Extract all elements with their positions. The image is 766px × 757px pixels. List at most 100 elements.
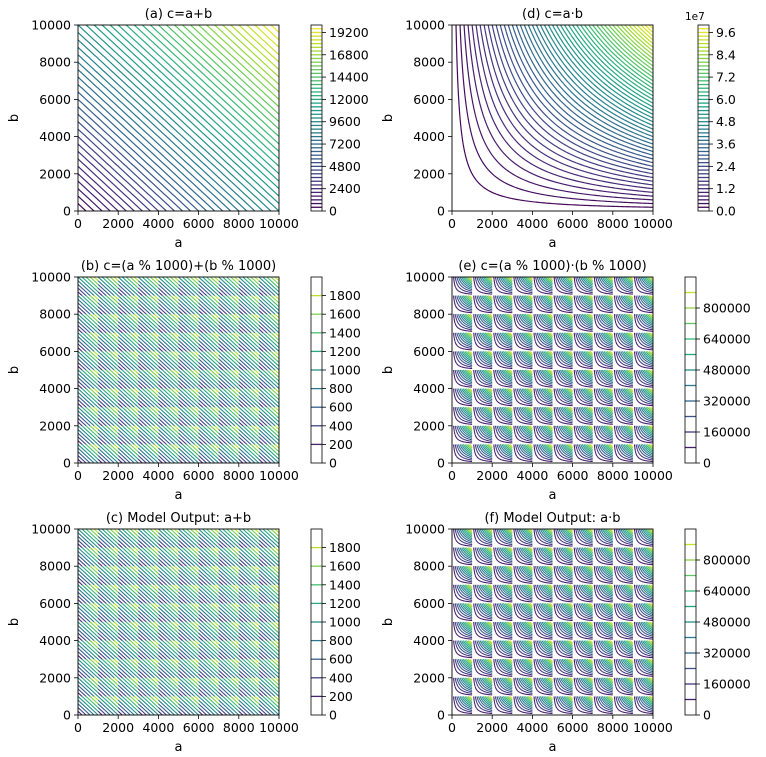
contour-lines xyxy=(78,277,279,463)
contour-tile xyxy=(533,425,554,444)
contour-tile xyxy=(513,547,533,566)
contour-line xyxy=(519,25,653,149)
contour-line xyxy=(190,25,279,108)
contour-tile xyxy=(513,350,533,370)
contour-tile xyxy=(553,443,574,463)
contour-tile xyxy=(453,443,473,463)
y-tick-label: 8000 xyxy=(39,307,71,322)
x-tick-label: 4000 xyxy=(516,720,548,735)
contour-tile xyxy=(573,640,594,659)
contour-line xyxy=(475,25,653,190)
contour-line xyxy=(547,25,653,123)
y-tick-label: 6000 xyxy=(413,92,445,107)
colorbar-tick-label: 1200 xyxy=(329,596,361,611)
contour-line xyxy=(78,76,224,211)
contour-tile xyxy=(238,406,260,427)
x-tick-label: 8000 xyxy=(223,720,255,735)
contour-line xyxy=(78,98,200,211)
contour-tile xyxy=(513,443,533,463)
contour-tile xyxy=(177,584,200,604)
axes-frame xyxy=(77,276,280,464)
contour-line xyxy=(78,31,272,211)
panel-title: (a) c=a+b xyxy=(145,7,212,22)
contour-line xyxy=(612,25,653,63)
contour-tile xyxy=(493,584,513,603)
contour-tile xyxy=(258,443,279,463)
contour-line xyxy=(467,25,653,197)
contour-tile xyxy=(117,640,139,660)
panel-title: (d) c=a·b xyxy=(522,7,583,22)
contour-line xyxy=(483,25,653,182)
contour-tile xyxy=(593,388,614,407)
contour-tile xyxy=(198,695,220,715)
contour-tile xyxy=(78,388,99,408)
colorbar-tick-label: 800000 xyxy=(703,553,751,568)
contour-line xyxy=(624,25,653,52)
contour-tile xyxy=(177,277,200,297)
contour-tile xyxy=(533,350,554,370)
contour-tile xyxy=(78,658,99,679)
contour-tile xyxy=(97,277,119,297)
contour-tile xyxy=(137,443,159,463)
contour-tile xyxy=(238,640,260,660)
contour-tile xyxy=(453,295,473,314)
panel-title: (e) c=(a % 1000)·(b % 1000) xyxy=(458,259,646,274)
y-tick-label: 10000 xyxy=(31,18,71,33)
contour-tile xyxy=(633,640,653,659)
contour-tile xyxy=(573,350,594,370)
x-tick-label: 8000 xyxy=(597,720,629,735)
colorbar-tick-label: 480000 xyxy=(703,615,751,630)
contour-tile xyxy=(97,677,119,697)
contour-tile xyxy=(238,565,260,586)
contour-tile xyxy=(117,658,139,679)
contour-tile xyxy=(533,695,554,715)
contour-tile xyxy=(198,406,220,427)
contour-tile xyxy=(258,565,279,586)
contour-tile xyxy=(593,529,614,547)
contour-tile xyxy=(473,658,493,677)
contour-tile xyxy=(198,425,220,445)
contour-tile xyxy=(533,295,554,314)
contour-tile xyxy=(198,350,220,371)
contour-tile xyxy=(218,677,240,697)
contour-tile xyxy=(117,529,139,549)
contour-tile xyxy=(473,277,493,295)
contour-tile xyxy=(157,565,180,586)
x-tick-label: 4000 xyxy=(142,720,174,735)
contour-tile xyxy=(218,350,240,371)
contour-tile xyxy=(533,621,554,640)
x-tick-label: 6000 xyxy=(557,216,589,231)
x-tick-label: 4000 xyxy=(142,468,174,483)
x-tick-label: 10000 xyxy=(633,720,673,735)
contour-tile xyxy=(198,277,220,297)
contour-line xyxy=(491,25,653,175)
contour-tile xyxy=(238,621,260,642)
contour-tile xyxy=(513,640,533,659)
contour-tile xyxy=(218,602,240,623)
contour-tile xyxy=(473,602,493,622)
y-tick-label: 6000 xyxy=(39,344,71,359)
contour-line xyxy=(125,25,279,167)
contour-tile xyxy=(453,350,473,370)
contour-tile xyxy=(573,658,594,677)
contour-tile xyxy=(238,295,260,315)
y-axis-label: b xyxy=(7,114,22,122)
contour-tile xyxy=(613,677,634,696)
contour-line xyxy=(580,25,653,93)
contour-tile xyxy=(78,443,99,463)
y-axis-label: b xyxy=(381,618,396,626)
contour-tile xyxy=(157,529,180,549)
contour-tile xyxy=(137,425,159,445)
contour-tile xyxy=(533,369,554,388)
colorbar-tick-label: 600 xyxy=(329,652,353,667)
contour-tile xyxy=(137,677,159,697)
panel-d: (d) c=a·b 0 2000 4000 6000 8000 10000 0 2000 4000… xyxy=(381,7,736,251)
contour-tile xyxy=(573,313,594,332)
x-tick-label: 4000 xyxy=(516,216,548,231)
contour-tile xyxy=(533,313,554,332)
contour-tile xyxy=(198,565,220,586)
axes-frame xyxy=(451,24,654,212)
contour-tile xyxy=(97,425,119,445)
contour-tile xyxy=(218,584,240,604)
contour-tile xyxy=(533,388,554,407)
